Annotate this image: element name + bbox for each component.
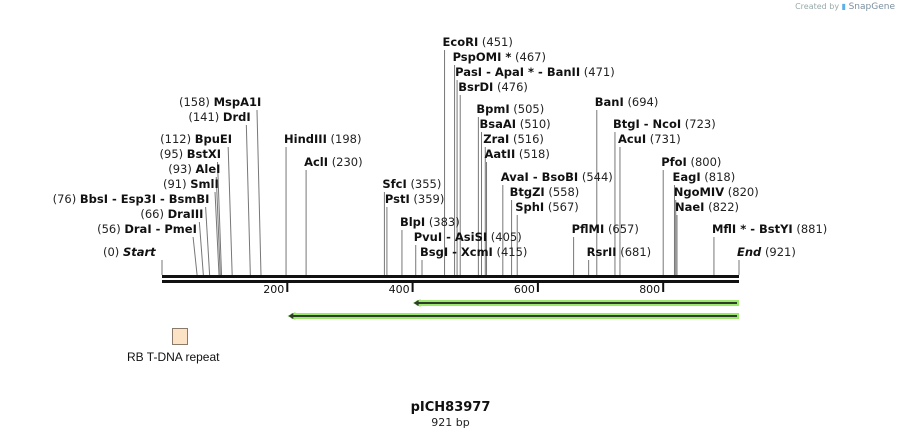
plasmid-name: pICH83977	[410, 400, 491, 415]
site-label-mfli-bstyi[interactable]: MflI * - BstYI (881)	[711, 222, 828, 236]
legend-swatch-rb-tdna	[172, 328, 188, 345]
site-label-aatii[interactable]: AatII (518)	[484, 147, 550, 161]
site-label-draiii[interactable]: (66) DraIII	[140, 207, 204, 221]
site-label-ecori[interactable]: EcoRI (451)	[442, 35, 513, 49]
ruler-tick	[411, 283, 414, 292]
site-label-sphi[interactable]: SphI (567)	[515, 200, 579, 214]
ruler-tick-label: 200	[263, 283, 284, 296]
site-label-pvui-asisi[interactable]: PvuI - AsiSI (405)	[413, 230, 522, 244]
site-label-rsrii[interactable]: RsrII (681)	[586, 245, 652, 259]
site-label-btgzi[interactable]: BtgZI (558)	[509, 185, 580, 199]
site-label-zrai[interactable]: ZraI (516)	[483, 132, 544, 146]
site-label-drai-pmei[interactable]: (56) DraI - PmeI	[97, 222, 197, 236]
site-label-bsaai[interactable]: BsaAI (510)	[479, 117, 551, 131]
ruler-tick-label: 600	[514, 283, 535, 296]
site-label-acli[interactable]: AclI (230)	[304, 155, 363, 169]
site-label-btgi-ncoi[interactable]: BtgI - NcoI (723)	[612, 117, 716, 131]
site-connector	[217, 161, 223, 276]
site-label-alei[interactable]: (93) AleI	[168, 162, 221, 176]
feature-arrowhead-icon	[288, 313, 294, 319]
site-connector	[214, 191, 220, 276]
site-connector	[192, 236, 198, 276]
backbone-top-strand	[162, 275, 739, 278]
site-connector	[227, 146, 233, 276]
ruler-tick	[286, 283, 289, 292]
site-label-blpi[interactable]: BlpI (383)	[399, 215, 460, 229]
site-label-smli[interactable]: (91) SmlI	[163, 177, 219, 191]
site-label-bpuei[interactable]: (112) BpuEI	[160, 132, 233, 146]
site-label-eagi[interactable]: EagI (818)	[672, 170, 736, 184]
site-connector	[215, 176, 221, 276]
site-label-bsrdi[interactable]: BsrDI (476)	[458, 80, 528, 94]
site-label-ngomiv[interactable]: NgoMIV (820)	[673, 185, 759, 199]
branding: Created by ▮ SnapGene	[795, 2, 895, 12]
site-label-avai-bsobi[interactable]: AvaI - BsoBI (544)	[500, 170, 613, 184]
site-label-start[interactable]: (0) Start	[103, 245, 156, 259]
site-label-pfoi[interactable]: PfoI (800)	[661, 155, 722, 169]
site-label-hindiii[interactable]: HindIII (198)	[284, 132, 362, 146]
snapgene-logo-icon: ▮	[841, 2, 847, 11]
legend-label: RB T-DNA repeat	[127, 350, 220, 364]
site-label-pflmi[interactable]: PflMI (657)	[571, 222, 639, 236]
site-label-acui[interactable]: AcuI (731)	[617, 132, 681, 146]
plasmid-length: 921 bp	[431, 416, 470, 429]
site-label-end[interactable]: End (921)	[737, 245, 796, 259]
ruler-tick-label: 800	[639, 283, 660, 296]
backbone-bottom-strand	[162, 280, 739, 283]
site-label-mspa1i[interactable]: (158) MspA1I	[178, 95, 262, 109]
site-label-bpmi[interactable]: BpmI (505)	[476, 102, 545, 116]
site-connector	[256, 109, 262, 276]
site-connector	[198, 221, 204, 276]
feature-arrowhead-icon	[413, 300, 419, 306]
ruler-tick	[662, 283, 665, 292]
site-label-bani[interactable]: BanI (694)	[594, 95, 659, 109]
site-connector	[245, 124, 251, 276]
site-connector	[205, 206, 211, 276]
site-label-bbsi-esp3i-bsmbi[interactable]: (76) BbsI - Esp3I - BsmBI	[52, 192, 210, 206]
site-label-psti[interactable]: PstI (359)	[384, 192, 445, 206]
site-label-bstxi[interactable]: (95) BstXI	[159, 147, 222, 161]
site-label-pspomi[interactable]: PspOMI * (467)	[452, 50, 546, 64]
site-label-sfci[interactable]: SfcI (355)	[382, 177, 442, 191]
ruler-tick	[536, 283, 539, 292]
site-label-naei[interactable]: NaeI (822)	[674, 200, 740, 214]
site-label-drdi[interactable]: (141) DrdI	[188, 110, 251, 124]
ruler-tick-label: 400	[389, 283, 410, 296]
site-label-bsgi-xcmi[interactable]: BsgI - XcmI (415)	[419, 245, 528, 259]
site-label-pasi-apai-banii[interactable]: PasI - ApaI * - BanII (471)	[455, 65, 615, 79]
